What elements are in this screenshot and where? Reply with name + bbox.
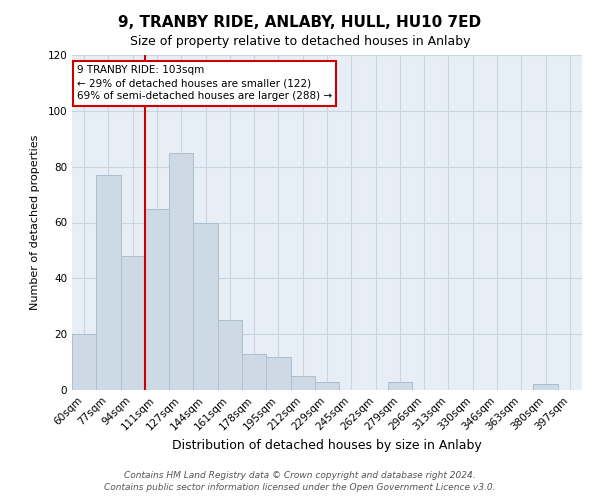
Bar bbox=[121, 256, 145, 390]
Bar bbox=[96, 175, 121, 390]
Y-axis label: Number of detached properties: Number of detached properties bbox=[31, 135, 40, 310]
Text: Size of property relative to detached houses in Anlaby: Size of property relative to detached ho… bbox=[130, 35, 470, 48]
Bar bbox=[315, 382, 339, 390]
Text: 9 TRANBY RIDE: 103sqm
← 29% of detached houses are smaller (122)
69% of semi-det: 9 TRANBY RIDE: 103sqm ← 29% of detached … bbox=[77, 65, 332, 102]
Bar bbox=[193, 222, 218, 390]
Bar bbox=[290, 376, 315, 390]
Bar bbox=[218, 320, 242, 390]
Bar bbox=[266, 356, 290, 390]
X-axis label: Distribution of detached houses by size in Anlaby: Distribution of detached houses by size … bbox=[172, 438, 482, 452]
Bar bbox=[388, 382, 412, 390]
Text: 9, TRANBY RIDE, ANLABY, HULL, HU10 7ED: 9, TRANBY RIDE, ANLABY, HULL, HU10 7ED bbox=[118, 15, 482, 30]
Text: Contains HM Land Registry data © Crown copyright and database right 2024.
Contai: Contains HM Land Registry data © Crown c… bbox=[104, 471, 496, 492]
Bar bbox=[169, 152, 193, 390]
Bar bbox=[533, 384, 558, 390]
Bar bbox=[242, 354, 266, 390]
Bar bbox=[72, 334, 96, 390]
Bar bbox=[145, 208, 169, 390]
